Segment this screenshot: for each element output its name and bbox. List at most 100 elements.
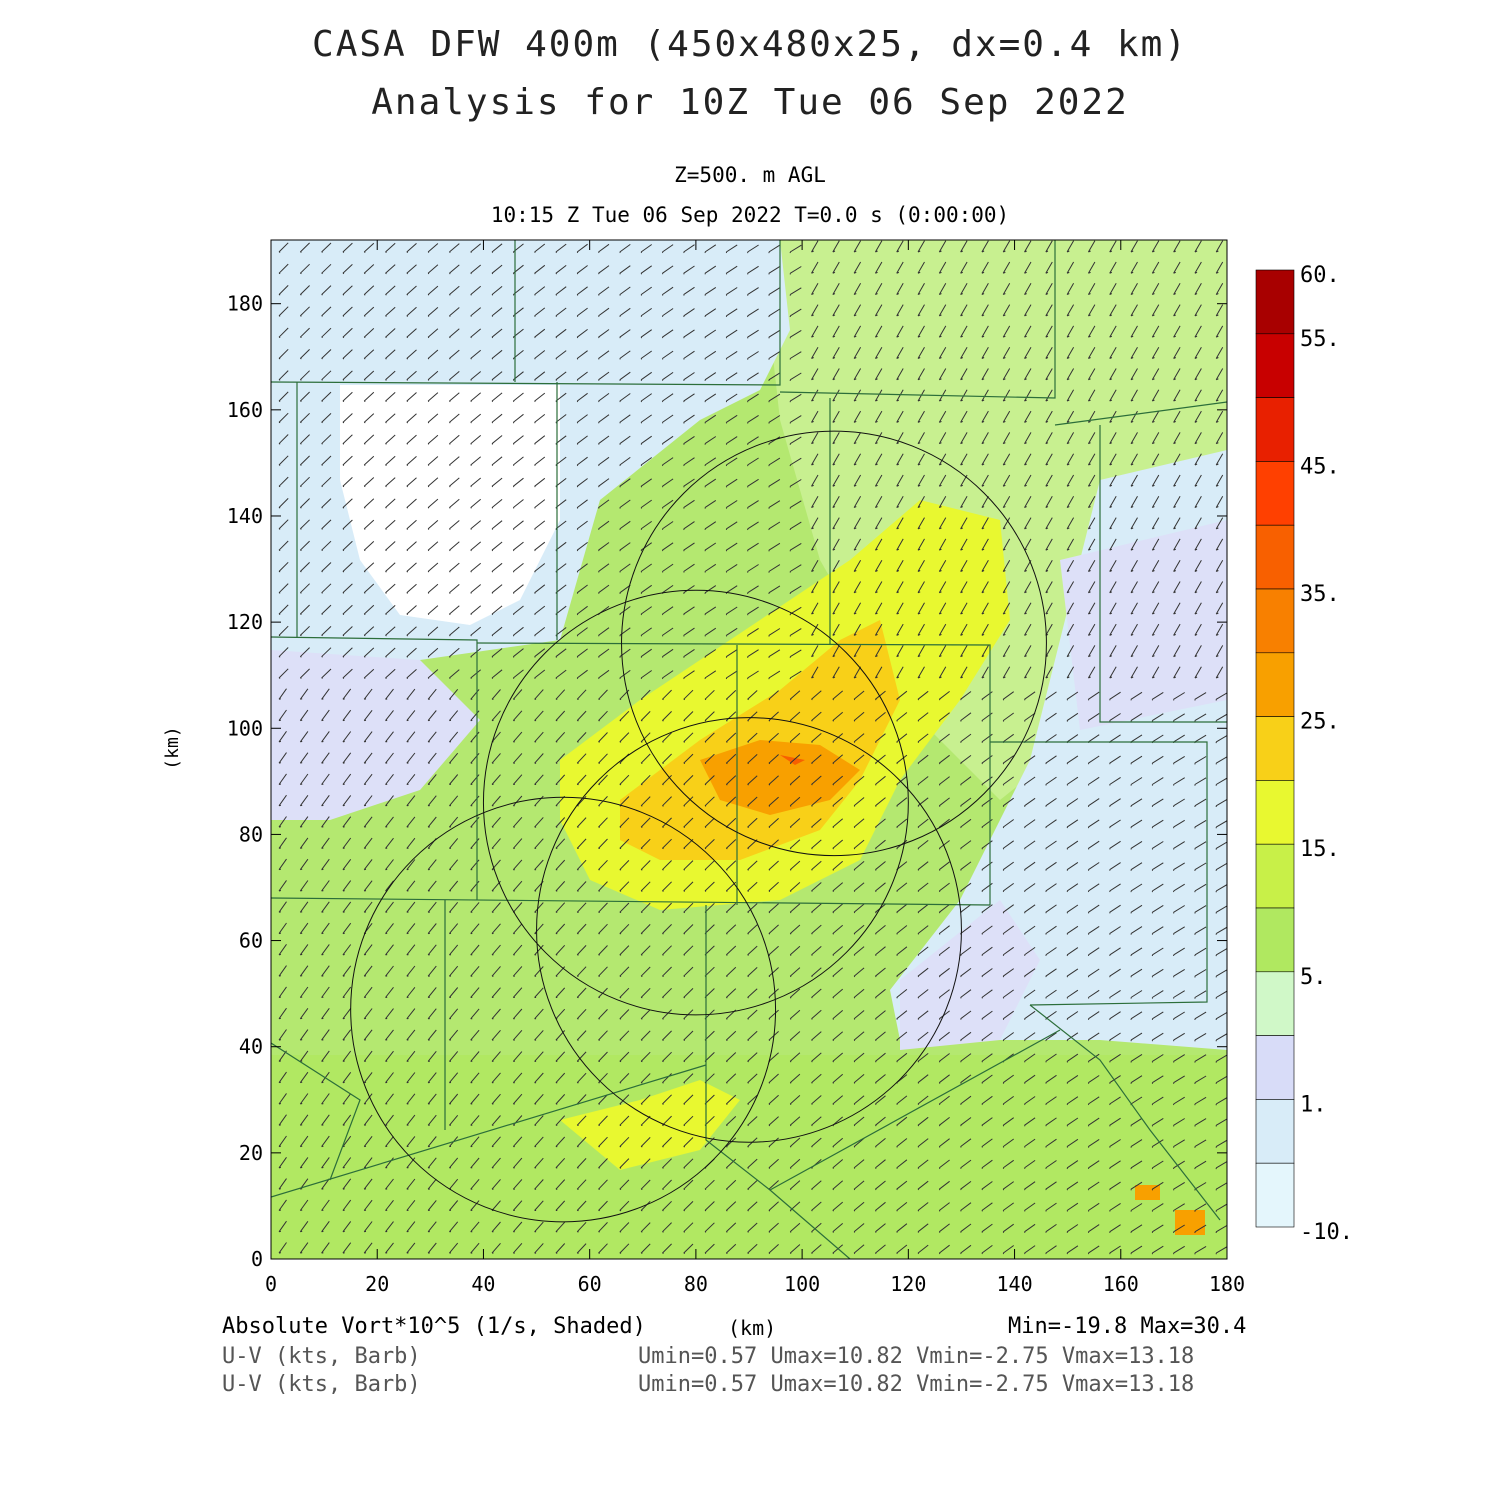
wind-barb xyxy=(342,731,352,743)
wind-barb xyxy=(1151,1224,1164,1233)
wind-barb xyxy=(683,796,694,807)
wind-barb xyxy=(299,1029,309,1041)
wind-barb xyxy=(789,1009,801,1020)
wind-barb xyxy=(917,754,929,765)
wind-barb xyxy=(1024,474,1032,487)
wind-barb xyxy=(1109,517,1117,530)
wind-barb xyxy=(1002,432,1011,445)
shade-orange-spot-2 xyxy=(1175,1210,1205,1235)
wind-barb xyxy=(640,307,652,318)
wind-barb xyxy=(938,989,950,999)
wind-barb xyxy=(321,242,332,253)
wind-barb xyxy=(470,541,482,552)
wind-barb xyxy=(896,1180,908,1191)
wind-barb xyxy=(363,370,375,381)
wind-barb xyxy=(576,1030,587,1041)
wind-barb xyxy=(832,775,844,786)
wind-barb xyxy=(789,500,802,509)
wind-barb xyxy=(853,517,862,530)
wind-barb xyxy=(385,264,396,275)
wind-barb xyxy=(789,860,801,871)
wind-barb xyxy=(1173,261,1181,274)
wind-barb xyxy=(278,327,289,338)
wind-barb xyxy=(1109,432,1117,445)
wind-barb xyxy=(1045,925,1057,935)
wind-barb xyxy=(1045,1117,1057,1127)
wind-barb xyxy=(917,325,925,338)
wind-barb xyxy=(299,944,309,956)
wind-barb xyxy=(470,498,482,509)
wind-barb xyxy=(619,1136,630,1148)
wind-barb xyxy=(576,710,587,722)
wind-barb xyxy=(598,499,610,509)
wind-barb xyxy=(406,434,417,445)
wind-barb xyxy=(576,1158,587,1169)
radar-ring xyxy=(482,589,909,1016)
wind-barb xyxy=(725,1030,737,1041)
wind-barb xyxy=(576,414,588,424)
wind-barb xyxy=(917,712,929,722)
wind-barb xyxy=(1109,1245,1121,1255)
wind-barb xyxy=(789,287,802,296)
wind-barb xyxy=(278,837,287,849)
wind-barb xyxy=(555,689,566,700)
wind-barb xyxy=(1173,496,1181,509)
wind-barb xyxy=(1109,1075,1121,1084)
wind-barb xyxy=(704,881,715,892)
wind-barb xyxy=(385,519,396,530)
wind-barb xyxy=(938,797,950,807)
wind-barb xyxy=(981,474,989,487)
wind-barb xyxy=(1173,559,1181,572)
wind-barb xyxy=(1194,559,1202,572)
wind-barb xyxy=(1215,1246,1227,1255)
wind-barb xyxy=(683,414,695,424)
wind-barb xyxy=(1087,1160,1100,1170)
wind-barb xyxy=(449,605,460,616)
wind-barb xyxy=(853,432,862,445)
wind-barb xyxy=(598,329,610,339)
wind-barb xyxy=(917,602,925,615)
wind-barb xyxy=(491,1136,501,1148)
wind-barb xyxy=(1066,883,1079,893)
wind-barb xyxy=(491,1157,501,1169)
wind-barb xyxy=(1066,1053,1079,1063)
wind-barb xyxy=(1130,1181,1143,1191)
wind-barb xyxy=(363,795,373,807)
wind-barb xyxy=(1087,862,1100,871)
wind-barb xyxy=(1045,410,1053,423)
wind-barb xyxy=(427,498,439,509)
wind-barb xyxy=(661,265,674,275)
wind-barb xyxy=(1130,623,1138,636)
wind-barb xyxy=(1109,602,1117,615)
wind-barb xyxy=(875,988,886,999)
wind-barb xyxy=(470,264,482,275)
wind-barb xyxy=(363,752,373,764)
wind-barb xyxy=(1024,283,1032,296)
radar-ring xyxy=(350,796,777,1223)
wind-barb xyxy=(512,1072,523,1084)
wind-barb xyxy=(981,581,989,594)
wind-barb xyxy=(832,797,844,807)
wind-barb xyxy=(278,625,289,637)
wind-barb xyxy=(619,987,630,999)
wind-barb xyxy=(938,1180,950,1191)
wind-barb xyxy=(704,308,717,318)
wind-barb xyxy=(1215,453,1224,466)
wind-barb xyxy=(278,668,289,679)
wind-barb xyxy=(1087,798,1100,807)
wind-barb xyxy=(1194,1075,1207,1084)
wind-barb xyxy=(662,966,672,977)
wind-barb xyxy=(406,519,417,530)
wind-barb xyxy=(470,371,482,381)
wind-barb xyxy=(1109,989,1121,999)
wind-barb xyxy=(1045,325,1053,338)
wind-barb xyxy=(491,413,503,424)
wind-barb xyxy=(534,1221,544,1233)
wind-barb xyxy=(321,562,332,573)
wind-barb xyxy=(768,542,781,552)
wind-barb xyxy=(321,285,332,296)
wind-barb xyxy=(1045,1138,1057,1148)
wind-barb xyxy=(917,283,925,296)
wind-barb xyxy=(1024,925,1036,935)
wind-barb xyxy=(342,264,353,275)
